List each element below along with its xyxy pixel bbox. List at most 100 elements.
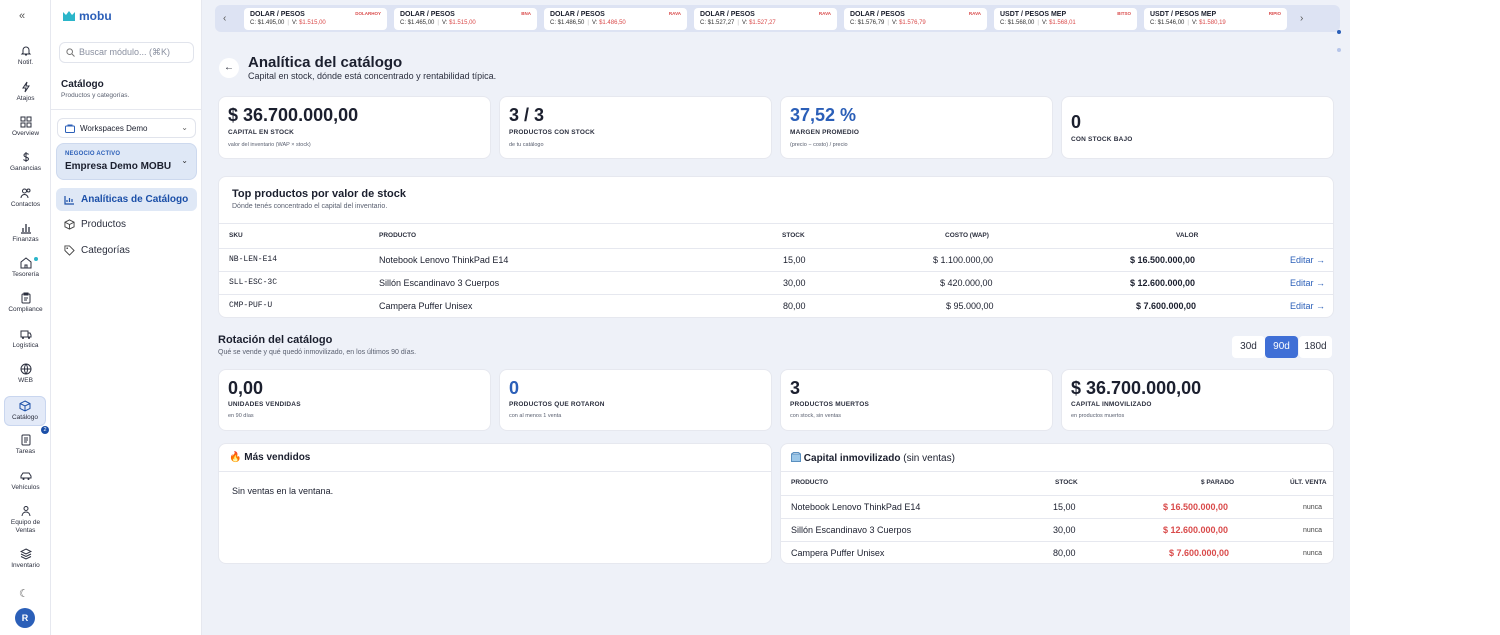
cell-stock: 80,00 xyxy=(1053,548,1076,558)
period-180d-button[interactable]: 180d xyxy=(1299,336,1332,358)
kpi-note: (precio − costo) / precio xyxy=(790,142,848,148)
edit-link[interactable]: Editar → xyxy=(1290,278,1326,288)
ticker-item[interactable]: USDT / PESOS MEP BITSO C: $1.568,00 | V: $… xyxy=(994,8,1137,30)
divider xyxy=(219,248,1333,249)
collapse-icon[interactable]: « xyxy=(19,10,26,22)
tasks-badge: 2 xyxy=(41,426,49,434)
bell-icon xyxy=(20,46,31,56)
users-icon xyxy=(20,188,30,199)
mobu-logo[interactable]: mobu xyxy=(62,9,112,23)
cell-value: $ 16.500.000,00 xyxy=(1130,255,1196,265)
bar-chart-icon xyxy=(20,224,31,234)
stuck-title: Capital inmovilizado (sin ventas) xyxy=(791,452,955,464)
rail-label: Catálogo xyxy=(11,414,39,421)
rail-item-tareas[interactable]: Tareas xyxy=(0,434,51,455)
ticker-buy: $1.527,27 xyxy=(707,20,735,26)
divider xyxy=(781,471,1333,472)
column-header: ÚLT. VENTA xyxy=(1290,479,1327,486)
workspace-select[interactable]: Workspaces Demo ⌄ xyxy=(57,118,196,138)
ticker-source: RAVA xyxy=(968,11,981,16)
ticker-sell: $1.515,00 xyxy=(449,20,476,26)
edit-link[interactable]: Editar → xyxy=(1290,255,1326,265)
kpi-value: $ 36.700.000,00 xyxy=(1071,378,1202,398)
ticker-sell: $1.486,50 xyxy=(599,20,626,26)
kpi-card: 0 PRODUCTOS QUE ROTARON con al menos 1 v… xyxy=(499,369,772,431)
chevron-left-icon[interactable]: ‹ xyxy=(223,13,227,24)
cell-product: Sillón Escandinavo 3 Cuerpos xyxy=(379,278,500,288)
section-subtitle: Dónde tenés concentrado el capital del i… xyxy=(232,203,388,210)
rail-label: Notif. xyxy=(17,59,34,66)
column-header: PRODUCTO xyxy=(791,479,829,486)
stuck-capital-card: Capital inmovilizado (sin ventas) PRODUC… xyxy=(780,443,1334,564)
module-search-input[interactable]: Buscar módulo... (⌘K) xyxy=(59,42,194,63)
chevron-right-icon[interactable]: › xyxy=(1300,13,1304,24)
bestsellers-card: 🔥 Más vendidos Sin ventas en la ventana. xyxy=(218,443,772,564)
cell-last-sale: nunca xyxy=(1303,550,1323,557)
cell-amount: $ 16.500.000,00 xyxy=(1163,502,1229,512)
rail-label: Overview xyxy=(11,130,40,137)
rail-label: Vehículos xyxy=(11,484,40,491)
rail-item-compliance[interactable]: Compliance xyxy=(0,292,51,313)
mobu-logo-icon xyxy=(63,11,75,21)
ticker-pair: DOLAR / PESOS xyxy=(550,11,605,18)
column-header: $ PARADO xyxy=(1201,479,1235,486)
rail-item-logistica[interactable]: Logística xyxy=(0,328,51,349)
ticker-sell: $1.576,79 xyxy=(899,20,926,26)
ticker-item[interactable]: USDT / PESOS MEP RIPIO C: $1.546,00 | V: $… xyxy=(1144,8,1287,30)
rotation-title: Rotación del catálogo xyxy=(218,334,333,346)
nav-analiticas-catalogo[interactable]: Analíticas de Catálogo xyxy=(56,188,197,211)
rail-item-vehiculos[interactable]: Vehículos xyxy=(0,470,51,491)
cell-cost: $ 420.000,00 xyxy=(940,278,993,288)
back-button[interactable]: ← xyxy=(219,58,239,78)
rail-item-ganancias[interactable]: Ganancias xyxy=(0,151,51,172)
avatar[interactable]: R xyxy=(15,608,35,628)
ticker-item[interactable]: DOLAR / PESOS DOLARHOY C: $1.495,00 | V: $… xyxy=(244,8,387,30)
carousel-dots[interactable] xyxy=(1337,21,1347,57)
module-title: Catálogo xyxy=(61,79,104,90)
rail-item-overview[interactable]: Overview xyxy=(0,116,51,137)
bestsellers-title-text: Más vendidos xyxy=(244,452,311,463)
kpi-value: 3 xyxy=(790,378,801,398)
rail-item-catalogo[interactable]: Catálogo xyxy=(4,396,46,426)
rail-item-equipo-ventas[interactable]: Equipo de Ventas xyxy=(0,505,51,535)
theme-toggle-icon[interactable]: ☾ xyxy=(19,588,29,600)
ticker-buy: $1.465,00 xyxy=(407,20,435,26)
kpi-value: 0 xyxy=(509,378,520,398)
edit-link[interactable]: Editar → xyxy=(1290,301,1326,311)
kpi-label: PRODUCTOS MUERTOS xyxy=(790,401,870,408)
nav-productos[interactable]: Productos xyxy=(56,213,197,236)
kpi-card: 0 CON STOCK BAJO xyxy=(1061,96,1334,159)
rail-label: Logística xyxy=(12,342,39,349)
ticker-item[interactable]: DOLAR / PESOS BNA C: $1.465,00 | V: $1.515… xyxy=(394,8,537,30)
ticker-pair: DOLAR / PESOS xyxy=(700,11,755,18)
period-90d-button[interactable]: 90d xyxy=(1265,336,1298,358)
rail-item-finanzas[interactable]: Finanzas xyxy=(0,222,51,243)
kpi-value: 37,52 % xyxy=(790,105,857,125)
rail-item-tesoreria[interactable]: Tesorería xyxy=(0,257,51,278)
cell-product: Sillón Escandinavo 3 Cuerpos xyxy=(791,525,912,535)
ticker-item[interactable]: DOLAR / PESOS RAVA C: $1.527,27 | V: $1.52… xyxy=(694,8,837,30)
nav-categorias[interactable]: Categorías xyxy=(56,239,197,262)
cell-value: $ 7.600.000,00 xyxy=(1136,301,1197,311)
kpi-note: en 90 días xyxy=(228,413,254,419)
period-30d-button[interactable]: 30d xyxy=(1232,336,1265,358)
rail-item-contactos[interactable]: Contactos xyxy=(0,187,51,208)
active-business-select[interactable]: NEGOCIO ACTIVO Empresa Demo MOBU ⌄ xyxy=(56,143,197,180)
kpi-card: $ 36.700.000,00 CAPITAL INMOVILIZADO en … xyxy=(1061,369,1334,431)
ticker-item[interactable]: DOLAR / PESOS RAVA C: $1.576,79 | V: $1.57… xyxy=(844,8,987,30)
empty-state: Sin ventas en la ventana. xyxy=(232,486,334,496)
ticker-sell: $1.580,19 xyxy=(1199,20,1226,26)
ticker-prices: C: $1.576,79 | V: $1.576,79 xyxy=(850,20,926,26)
bank-icon xyxy=(20,257,31,269)
list-icon xyxy=(21,434,30,446)
cell-sku: SLL-ESC-3C xyxy=(229,278,278,287)
rail-item-inventario[interactable]: Inventario xyxy=(0,548,51,569)
rail-item-notif[interactable]: Notif. xyxy=(0,45,51,66)
rail-item-atajos[interactable]: Atajos xyxy=(0,81,51,102)
rail-item-web[interactable]: WEB xyxy=(0,363,51,384)
bestsellers-title: 🔥 Más vendidos xyxy=(229,452,310,463)
rail-label: Tareas xyxy=(15,448,36,455)
kpi-note: valor del inventario (WAP × stock) xyxy=(228,142,311,148)
ticker-item[interactable]: DOLAR / PESOS RAVA C: $1.486,50 | V: $1.48… xyxy=(544,8,687,30)
rail-label: Inventario xyxy=(11,562,40,569)
